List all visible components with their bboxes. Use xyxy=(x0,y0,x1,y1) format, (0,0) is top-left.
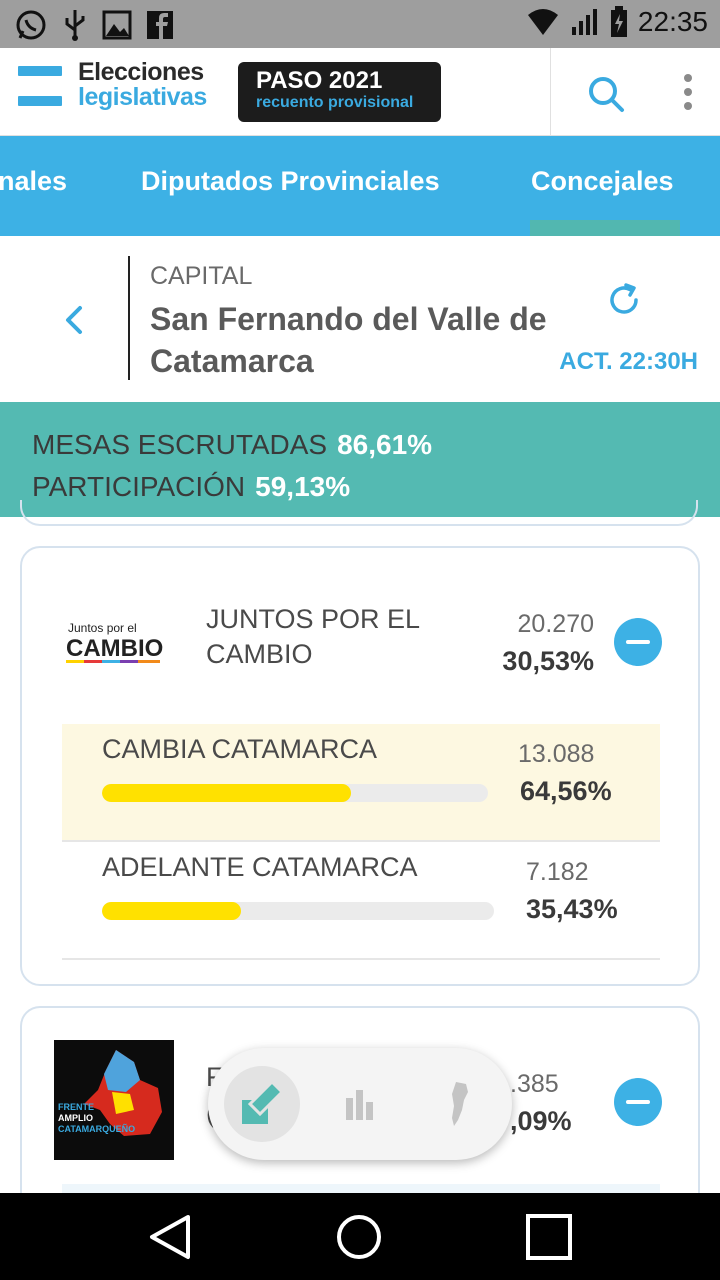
tab-concejales[interactable]: Concejales xyxy=(531,166,674,196)
list-progress-bar xyxy=(102,784,488,802)
list-percent: 64,56% xyxy=(520,776,612,806)
party-percent: 30,53% xyxy=(502,646,594,676)
location-header: CAPITAL San Fernando del Valle de Catama… xyxy=(0,236,720,402)
chevron-left-icon xyxy=(66,306,82,334)
back-button[interactable] xyxy=(56,298,92,342)
participacion-label: PARTICIPACIÓN xyxy=(32,471,246,502)
logo-amplio-text: AMPLIO xyxy=(58,1113,93,1123)
list-progress-fill xyxy=(102,902,241,920)
list-name: CAMBIA CATAMARCA xyxy=(102,734,378,764)
paso-badge-title: PASO 2021 xyxy=(256,67,383,94)
argentina-map-icon xyxy=(452,1082,468,1126)
list-progress-bar xyxy=(102,902,494,920)
view-vote-button[interactable] xyxy=(224,1066,300,1142)
nav-back-button[interactable] xyxy=(144,1211,196,1263)
previous-card-edge xyxy=(20,500,698,526)
home-icon xyxy=(337,1215,381,1259)
search-icon xyxy=(589,77,624,112)
last-update-time: ACT. 22:30H xyxy=(559,348,698,375)
status-bar: 22:35 xyxy=(0,0,720,48)
list-item[interactable]: CAMBIA CATAMARCA 13.088 64,56% xyxy=(62,724,660,842)
list-progress-fill xyxy=(102,784,352,802)
list-votes: 13.088 xyxy=(518,740,595,768)
wifi-icon xyxy=(527,9,558,35)
bar-chart-icon xyxy=(346,1090,373,1120)
party-name: JUNTOS POR EL CAMBIO xyxy=(206,604,420,669)
logo-frente-text: FRENTE xyxy=(58,1102,94,1112)
search-button[interactable] xyxy=(582,70,630,118)
more-options-button[interactable] xyxy=(672,70,704,118)
collapse-button[interactable] xyxy=(614,618,662,666)
more-vert-icon xyxy=(684,74,692,110)
signal-icon xyxy=(571,9,597,35)
category-tabs: nales Diputados Provinciales Concejales xyxy=(0,136,720,236)
list-name: ADELANTE CATAMARCA xyxy=(102,852,418,882)
facebook-icon xyxy=(147,11,173,39)
logo-flag-icon xyxy=(18,66,62,106)
nav-home-button[interactable] xyxy=(333,1211,385,1263)
mesas-value: 86,61% xyxy=(337,429,433,460)
stats-banner: MESAS ESCRUTADAS 86,61% PARTICIPACIÓN 59,1… xyxy=(0,402,720,517)
location-title: San Fernando del Valle de Catamarca xyxy=(150,301,547,379)
logo-line2: legislativas xyxy=(78,83,207,111)
floating-view-switcher xyxy=(208,1048,512,1160)
usb-icon xyxy=(65,10,85,41)
recents-icon xyxy=(526,1214,572,1260)
location-subtitle: CAPITAL xyxy=(150,262,253,290)
mesas-escrutadas-row: MESAS ESCRUTADAS 86,61% xyxy=(32,424,720,466)
party-votes: 20.270 xyxy=(517,610,594,638)
status-time: 22:35 xyxy=(637,6,708,37)
system-nav-bar xyxy=(0,1193,720,1280)
paso-badge-subtitle: recuento provisional xyxy=(256,94,414,111)
view-chart-button[interactable] xyxy=(322,1066,398,1142)
party-lists: CAMBIA CATAMARCA 13.088 64,56% ADELANTE … xyxy=(62,724,660,960)
refresh-button[interactable] xyxy=(604,280,644,320)
logo-catamarqueno-text: CATAMARQUEÑO xyxy=(58,1124,135,1134)
party-votes: .385 xyxy=(510,1070,559,1098)
party-logo-small-text: Juntos por el xyxy=(68,621,137,635)
tab-diputados-provinciales[interactable]: Diputados Provinciales xyxy=(141,166,440,196)
party-percent: ,09% xyxy=(510,1106,572,1136)
refresh-icon xyxy=(610,283,638,314)
participacion-row: PARTICIPACIÓN 59,13% xyxy=(32,466,720,508)
party-card: Juntos por el CAMBIO JUNTOS POR EL CAMBI… xyxy=(20,546,700,986)
logo-line1: Elecciones xyxy=(78,58,204,86)
location-divider xyxy=(128,256,130,380)
battery-icon xyxy=(610,6,627,37)
header-divider xyxy=(550,48,551,136)
list-votes: 7.182 xyxy=(526,858,589,886)
list-percent: 35,43% xyxy=(526,894,618,924)
view-map-button[interactable] xyxy=(420,1066,496,1142)
image-icon xyxy=(102,10,132,40)
app-logo[interactable]: Elecciones legislativas xyxy=(78,60,207,110)
juntos-por-el-cambio-logo: Juntos por el CAMBIO xyxy=(66,621,163,663)
back-icon xyxy=(150,1215,190,1259)
app-header: Elecciones legislativas PASO 2021 recuen… xyxy=(0,48,720,136)
tab-senadores[interactable]: nales xyxy=(0,166,68,196)
mesas-label: MESAS ESCRUTADAS xyxy=(32,429,328,460)
list-item[interactable]: ADELANTE CATAMARCA 7.182 35,43% xyxy=(62,842,660,960)
whatsapp-icon xyxy=(16,10,46,40)
frente-amplio-catamarqueno-logo: FRENTE AMPLIO CATAMARQUEÑO xyxy=(54,1040,174,1160)
nav-recents-button[interactable] xyxy=(523,1211,575,1263)
vote-icon xyxy=(242,1079,285,1124)
collapse-button[interactable] xyxy=(614,1078,662,1126)
participacion-value: 59,13% xyxy=(255,471,351,502)
party-logo-big-text: CAMBIO xyxy=(66,635,163,662)
paso-badge: PASO 2021 recuento provisional xyxy=(238,62,441,122)
active-tab-indicator xyxy=(530,220,680,236)
